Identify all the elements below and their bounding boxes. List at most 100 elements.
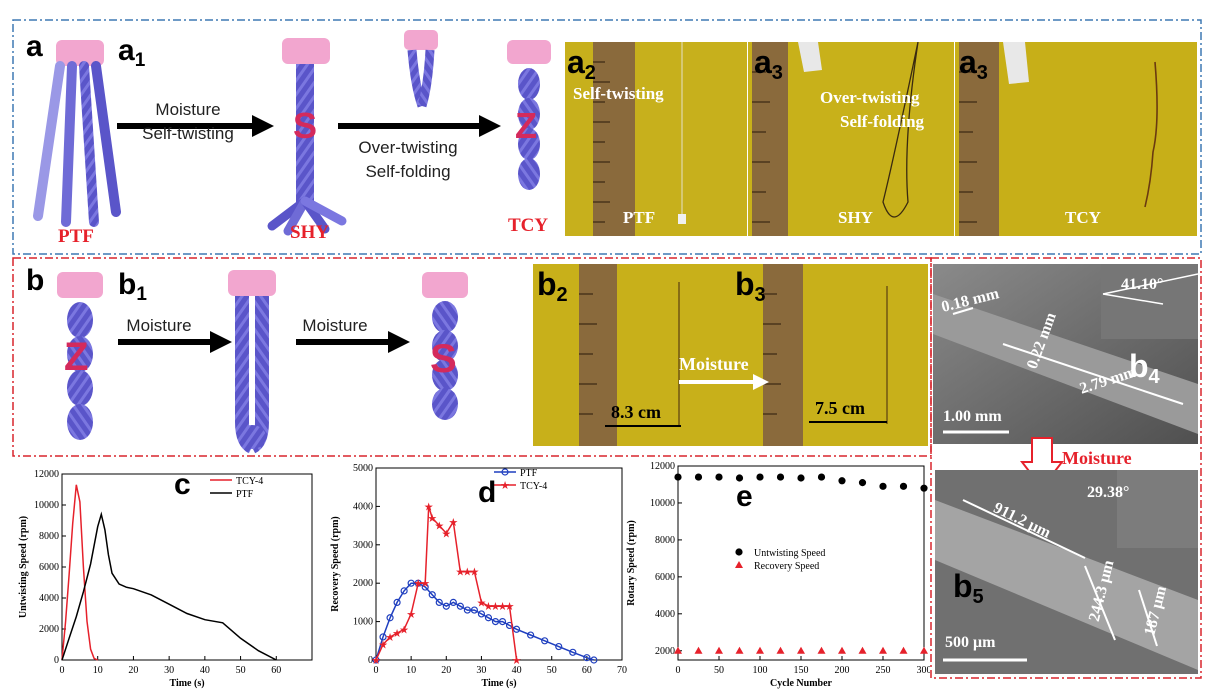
data-point [858,646,867,654]
data-point [463,606,471,614]
legend-label: PTF [520,468,538,479]
x-tick-label: 30 [164,665,174,676]
data-point [470,606,478,614]
tcy-s-yarn: S [422,272,468,420]
photo-b3-letter: b3 [735,266,766,306]
photo-a2-letter: a2 [567,44,596,84]
photo-a3b-letter: a3 [959,44,988,84]
panel-b-frame [12,257,932,457]
y-tick-label: 0 [54,655,59,666]
y-tick-label: 2000 [353,578,373,589]
sem-b5-scale: 500 μm [945,634,996,651]
data-point [838,646,846,654]
label-shy: SHY [290,222,330,243]
x-tick-label: 70 [617,665,627,676]
data-point: ★ [378,640,388,652]
data-point [590,656,598,664]
series-Untwisting Speed [674,473,928,492]
x-tick-label: 30 [476,665,486,676]
ptf-fiber-bundle [33,40,121,227]
data-point [674,646,682,654]
sem-b4-scale: 1.00 mm [943,408,1002,425]
step1-text: Moisture Self-twisting [142,100,234,143]
untwisted-yarn [228,270,276,454]
data-point: ★ [476,597,486,609]
x-tick-label: 0 [676,665,681,676]
data-point [776,473,785,481]
y-tick-label: 4000 [39,593,59,604]
panel-letter-a1: a1 [118,34,146,71]
data-point [400,587,408,595]
x-tick-label: 40 [512,665,522,676]
sem-b4-letter: b4 [1129,348,1160,388]
series-line [61,511,277,661]
series-Recovery Speed [674,646,928,654]
data-point [428,591,436,599]
photo-a3b-bottom: TCY [1065,208,1101,227]
series-TCY-4 [61,484,99,661]
data-point: ★ [399,624,409,636]
panel-letter-b: b [26,264,45,297]
y-axis-label: Untwisting Speed (rpm) [18,516,29,618]
data-point [715,646,723,654]
data-point [555,642,563,651]
photo-b2-length: 8.3 cm [611,402,661,422]
photo-b2-b3: b2 b3 Moisture 8.3 cm 7.5 cm [533,264,928,446]
b-arrow1-text: Moisture [126,316,192,335]
y-tick-label: 1000 [353,617,373,628]
x-tick-label: 150 [794,665,809,676]
data-point [838,477,846,485]
data-point [393,598,401,606]
data-point [512,625,521,633]
chart-e-letter: e [736,480,753,513]
data-point: ★ [385,632,395,644]
data-point [442,602,450,610]
data-point [484,614,493,622]
photo-a3-tcy: a3 TCY [955,42,1197,236]
series-PTF [372,579,598,664]
x-tick-label: 60 [271,665,281,676]
chart-d-letter: d [478,476,497,509]
data-point: ★ [448,517,458,529]
data-point: ★ [424,501,434,513]
data-point: ★ [413,578,423,590]
series-line [61,484,99,661]
y-tick-label: 5000 [353,463,373,474]
data-point [372,656,380,664]
data-point: ★ [462,567,472,579]
data-point [541,637,549,645]
x-tick-label: 250 [876,665,891,676]
data-point: ★ [427,513,437,525]
y-axis-label: Recovery Speed (rpm) [330,516,341,612]
x-tick-label: 10 [93,665,103,676]
y-tick-label: 3000 [353,540,373,551]
data-point: ★ [434,521,444,533]
moisture-between-label: Moisture [1062,448,1132,468]
panel-letter-a: a [26,30,43,63]
y-tick-label: 10000 [34,500,59,511]
photo-a3-shy: a3 Over-twisting Self-folding SHY [748,42,954,236]
photo-a3-letter: a3 [754,44,783,84]
x-tick-label: 200 [835,665,850,676]
data-point [756,473,764,481]
data-point [421,583,429,591]
y-tick-label: 6000 [655,572,675,583]
data-point [569,648,577,656]
x-tick-label: 40 [200,665,210,676]
y-tick-label: 12000 [650,461,675,472]
data-point [776,646,785,654]
photo-a2: a2 Self-twisting PTF [565,42,747,236]
x-tick-label: 50 [236,665,246,676]
sem-b5-letter: b5 [953,568,984,608]
x-tick-label: 20 [128,665,138,676]
legend-marker [735,561,743,568]
legend-marker: ★ [500,480,510,492]
y-tick-label: 0 [368,655,373,666]
data-point [715,473,723,481]
y-tick-label: 6000 [39,562,59,573]
data-point [797,474,805,482]
y-tick-label: 8000 [39,531,59,542]
panel-b-right-frame [930,257,1202,679]
data-point [899,482,908,490]
legend-label: TCY-4 [236,476,263,487]
